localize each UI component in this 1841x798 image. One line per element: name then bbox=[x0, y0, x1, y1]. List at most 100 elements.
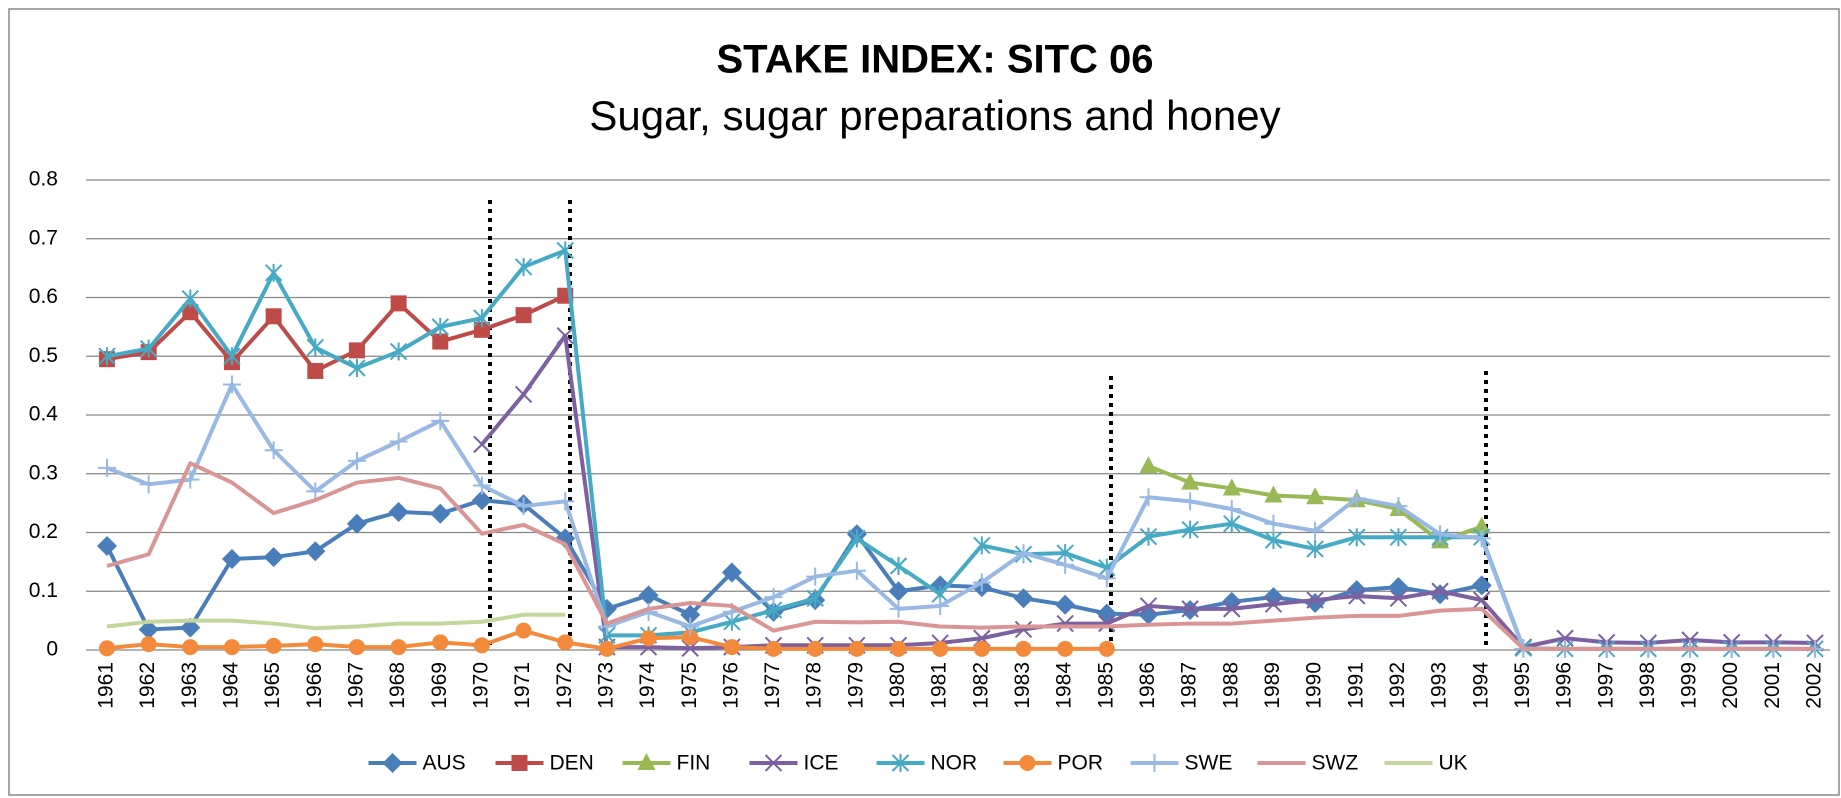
marker bbox=[682, 629, 699, 646]
x-tick-label: 1997 bbox=[1594, 662, 1617, 709]
marker bbox=[348, 342, 365, 359]
x-tick-label: 1961 bbox=[95, 662, 118, 709]
marker bbox=[382, 753, 403, 773]
marker bbox=[1264, 485, 1283, 503]
x-tick-label: 1994 bbox=[1469, 662, 1492, 709]
marker bbox=[473, 637, 490, 654]
marker bbox=[1348, 587, 1366, 605]
marker bbox=[1055, 594, 1076, 615]
marker bbox=[1389, 528, 1408, 547]
marker bbox=[473, 309, 491, 328]
marker bbox=[1389, 589, 1408, 608]
marker bbox=[348, 639, 365, 656]
marker bbox=[806, 567, 825, 586]
marker bbox=[1013, 588, 1034, 609]
y-tick-label: 0.7 bbox=[29, 226, 58, 249]
marker bbox=[1139, 527, 1158, 546]
marker bbox=[139, 475, 158, 494]
marker bbox=[471, 490, 492, 511]
marker bbox=[1306, 591, 1324, 609]
marker bbox=[932, 640, 949, 657]
x-tick-label: 1986 bbox=[1136, 662, 1159, 709]
marker bbox=[638, 585, 659, 606]
marker bbox=[1139, 456, 1158, 474]
marker bbox=[390, 295, 407, 312]
marker bbox=[511, 755, 528, 771]
marker bbox=[764, 588, 783, 607]
marker bbox=[1473, 591, 1491, 609]
marker bbox=[431, 411, 450, 430]
marker bbox=[1348, 528, 1366, 547]
x-tick-label: 1981 bbox=[928, 662, 951, 709]
legend: AUS DEN FIN ICE NOR POR SWE SWZ UK bbox=[368, 752, 1468, 775]
x-tick-label: 1996 bbox=[1553, 662, 1576, 709]
marker bbox=[1145, 754, 1164, 772]
marker bbox=[891, 754, 910, 772]
marker bbox=[389, 342, 408, 361]
legend-label: POR bbox=[1058, 752, 1104, 775]
marker bbox=[1264, 595, 1283, 613]
marker bbox=[222, 375, 241, 394]
marker bbox=[1139, 597, 1158, 615]
x-tick-label: 1995 bbox=[1511, 662, 1534, 709]
marker bbox=[1306, 521, 1325, 540]
x-tick-label: 1998 bbox=[1636, 662, 1659, 709]
marker bbox=[806, 589, 824, 608]
x-tick-label: 1974 bbox=[636, 662, 659, 709]
marker bbox=[1347, 489, 1366, 508]
x-tick-label: 1966 bbox=[303, 662, 326, 709]
series bbox=[106, 612, 566, 631]
marker bbox=[1472, 516, 1491, 534]
legend-label: SWE bbox=[1185, 752, 1233, 775]
x-tick-label: 1972 bbox=[553, 662, 576, 709]
marker bbox=[637, 753, 656, 770]
marker bbox=[514, 385, 533, 404]
marker bbox=[1223, 600, 1241, 618]
x-tick-label: 1964 bbox=[220, 662, 243, 709]
marker bbox=[556, 492, 575, 511]
marker bbox=[182, 304, 199, 321]
marker bbox=[223, 347, 241, 366]
marker bbox=[1430, 584, 1451, 605]
x-tick-label: 1973 bbox=[594, 662, 617, 709]
marker bbox=[264, 441, 283, 460]
marker bbox=[890, 640, 907, 657]
marker bbox=[265, 637, 282, 654]
x-tick-label: 1969 bbox=[428, 662, 451, 709]
legend-label: DEN bbox=[550, 752, 594, 775]
legend-label: UK bbox=[1439, 752, 1468, 775]
x-tick-label: 1982 bbox=[969, 662, 992, 709]
x-tick-label: 1977 bbox=[761, 662, 784, 709]
marker bbox=[1056, 614, 1074, 633]
marker bbox=[847, 561, 866, 580]
y-tick-label: 0.8 bbox=[29, 168, 58, 191]
marker bbox=[973, 536, 991, 555]
plot bbox=[97, 241, 1824, 658]
x-tick-label: 1970 bbox=[469, 662, 492, 709]
marker bbox=[723, 639, 740, 656]
marker bbox=[472, 476, 491, 495]
marker bbox=[473, 435, 491, 454]
marker bbox=[432, 333, 449, 350]
marker bbox=[515, 622, 532, 639]
marker bbox=[1472, 529, 1491, 548]
x-tick-label: 1979 bbox=[844, 662, 867, 709]
x-tick-label: 1984 bbox=[1053, 662, 1076, 709]
marker bbox=[807, 640, 824, 657]
marker bbox=[1181, 600, 1199, 618]
marker bbox=[1431, 582, 1449, 600]
marker bbox=[515, 307, 532, 324]
series bbox=[106, 461, 1815, 651]
legend-label: SWZ bbox=[1312, 752, 1359, 775]
x-tick-label: 1965 bbox=[261, 662, 284, 709]
marker bbox=[888, 581, 909, 602]
series-line bbox=[106, 461, 1815, 651]
legend-label: NOR bbox=[931, 752, 978, 775]
marker bbox=[473, 321, 490, 338]
x-tick-label: 1980 bbox=[886, 662, 909, 709]
y-tick-label: 0.3 bbox=[29, 461, 58, 484]
marker bbox=[680, 604, 701, 625]
marker bbox=[973, 640, 990, 657]
marker bbox=[1389, 497, 1408, 516]
marker bbox=[389, 432, 408, 451]
